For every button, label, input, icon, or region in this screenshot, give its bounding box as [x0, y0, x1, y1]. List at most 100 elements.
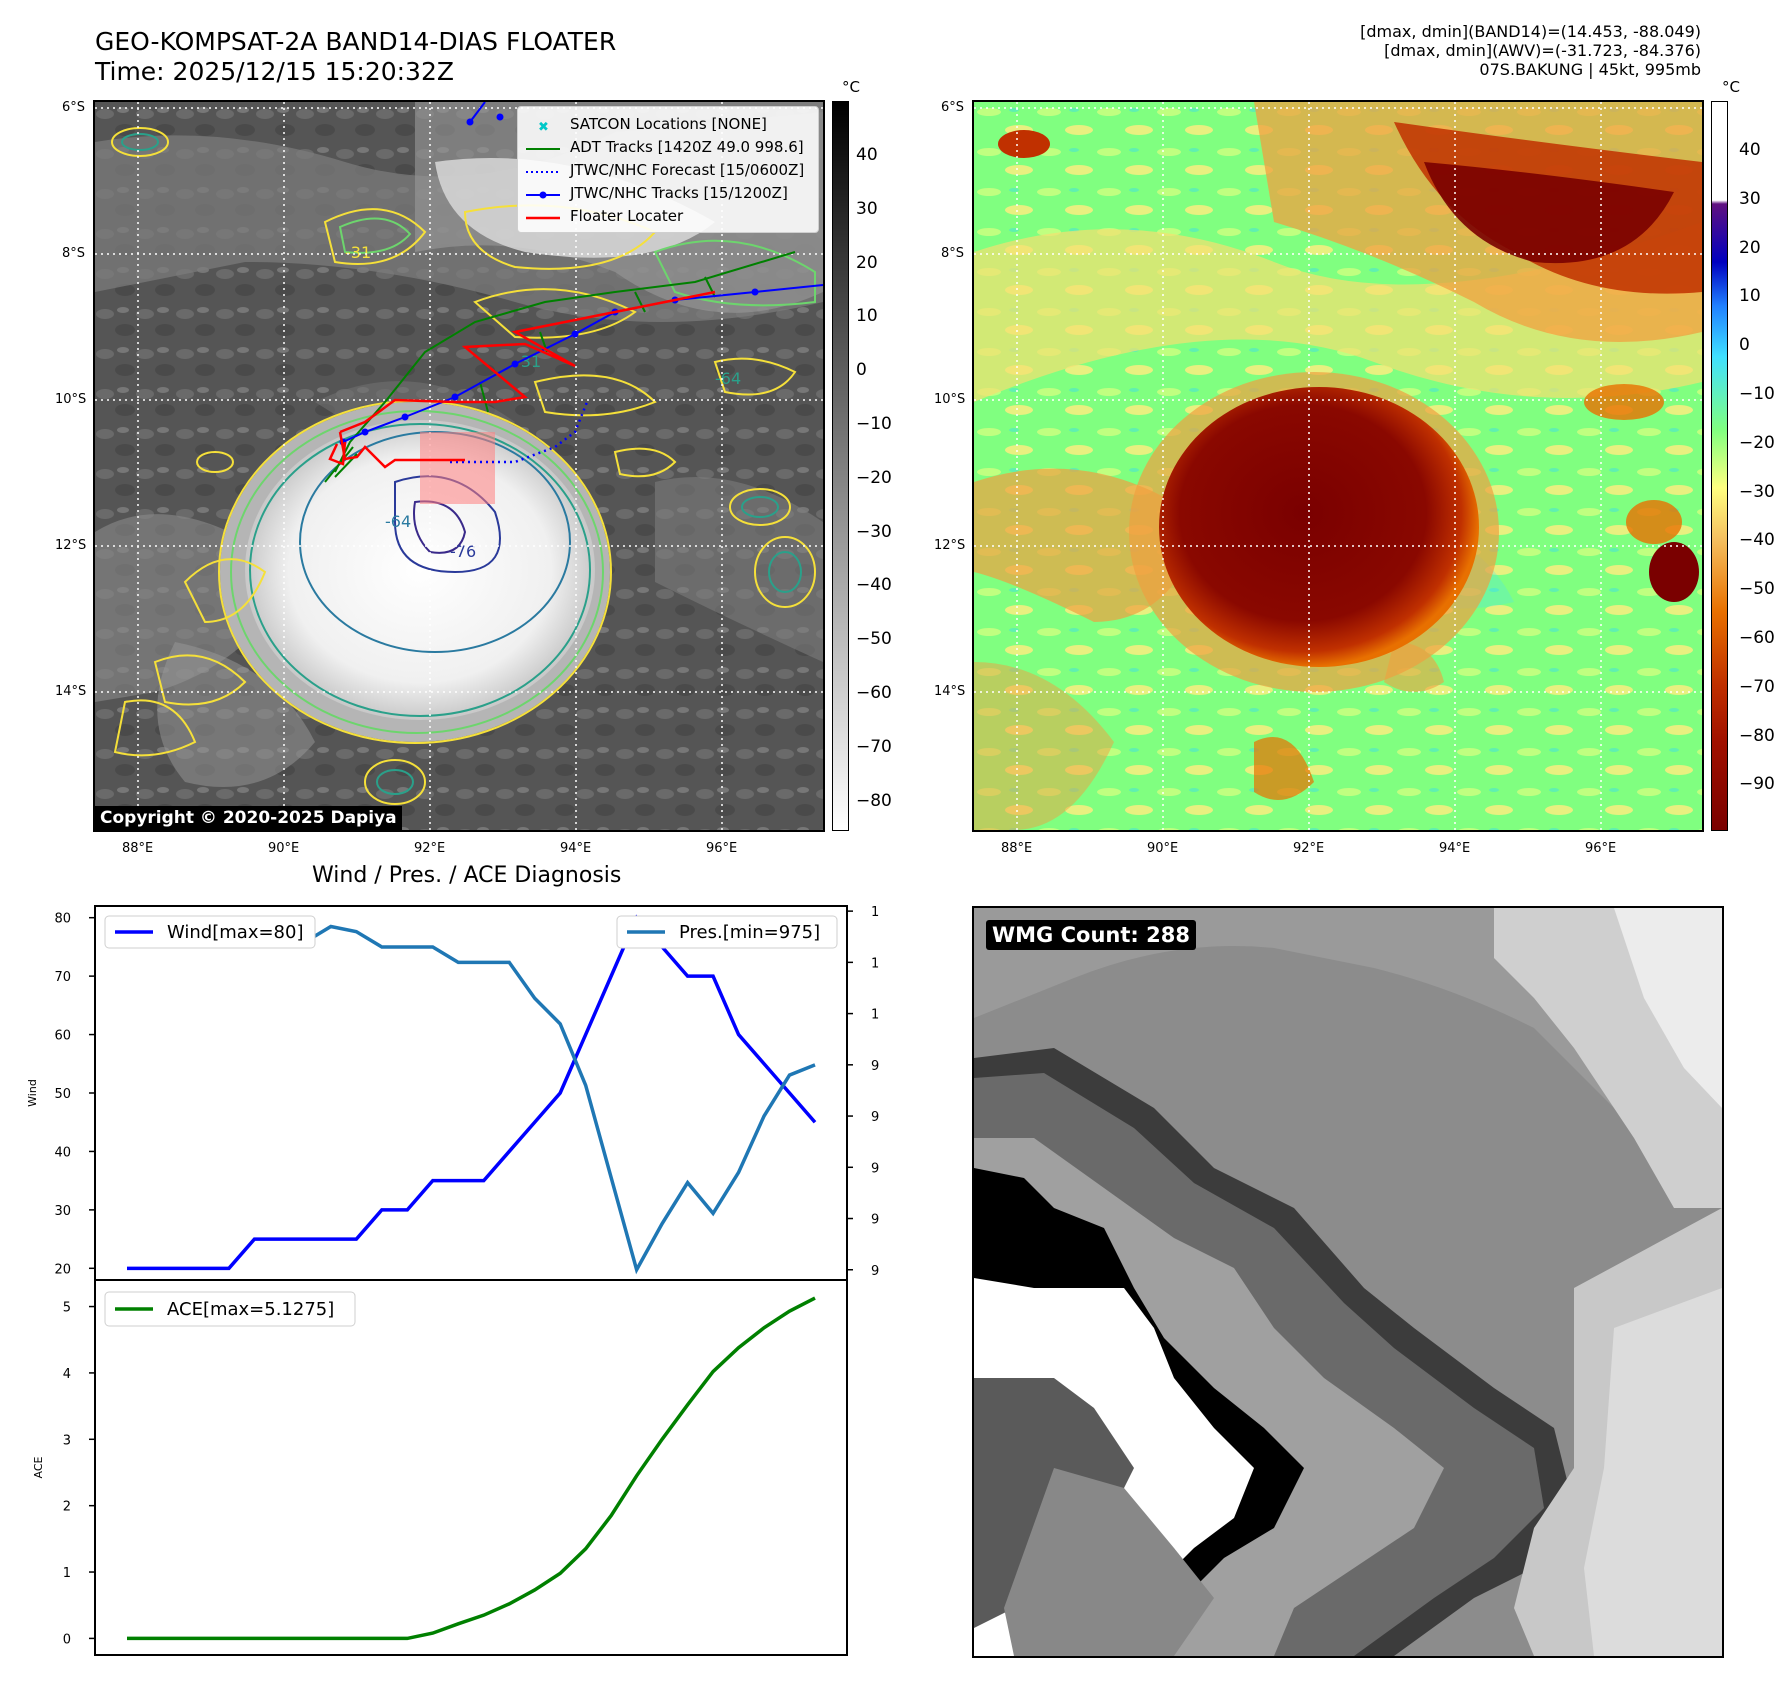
ir-legend: ✖ SATCON Locations [NONE] ADT Tracks [14… — [517, 106, 819, 233]
ace-line — [127, 1296, 816, 1641]
pressure-legend-label: Pres.[min=975] — [679, 922, 820, 943]
ir-colorbar-tick-label: −50 — [856, 629, 892, 650]
pressure-tick-label: 1000 — [871, 1008, 880, 1023]
pressure-tick-label: 985 — [871, 1161, 880, 1176]
pressure-line — [127, 924, 816, 1275]
wind-legend-box — [104, 915, 316, 949]
solid-line-icon — [526, 210, 560, 222]
ir-colorbar-tick-label: 40 — [856, 145, 878, 165]
svg-text:-31: -31 — [345, 243, 371, 262]
ir-colorbar-tick-label: 10 — [856, 306, 878, 327]
ir-colorbar-tick-label: −10 — [856, 414, 892, 434]
awv-lon-label: 90°E — [1147, 841, 1179, 856]
awv-colorbar-tick-label: −80 — [1739, 725, 1775, 746]
legend-item-satcon: ✖ SATCON Locations [NONE] — [526, 112, 810, 135]
wind-tick-label: 30 — [54, 1204, 71, 1219]
awv-lat-label: 10°S — [934, 392, 966, 407]
legend-item-floater: Floater Locater — [526, 204, 810, 227]
ir-lon-label: 90°E — [268, 841, 300, 856]
svg-text:-76: -76 — [450, 542, 476, 561]
legend-item-adt: ADT Tracks [1420Z 49.0 998.6] — [526, 135, 810, 158]
awv-colorbar-tick-label: 0 — [1739, 335, 1750, 356]
awv-lat-label: 12°S — [934, 538, 966, 553]
wind-tick-label: 50 — [54, 1087, 71, 1102]
ir-colorbar-tick-label: −70 — [856, 736, 892, 757]
ir-lat-label: 12°S — [55, 538, 87, 553]
awv-lat-label: 8°S — [941, 246, 965, 261]
wmg-panel: WMG Count: 288 — [972, 906, 1724, 1658]
pressure-tick-label: 995 — [871, 1059, 880, 1074]
awv-map-panel — [972, 100, 1704, 832]
ace-tick-label: 5 — [63, 1301, 71, 1316]
copyright-label: Copyright © 2020-2025 Dapiya — [95, 806, 402, 830]
diag-title: Wind / Pres. / ACE Diagnosis — [312, 863, 622, 888]
legend-item-jtwc-forecast: JTWC/NHC Forecast [15/0600Z] — [526, 158, 810, 181]
awv-colorbar-tick-label: −40 — [1739, 530, 1775, 551]
awv-colorbar-tick-label: −60 — [1739, 628, 1775, 648]
awv-lon-label: 92°E — [1293, 841, 1325, 856]
legend-item-jtwc-tracks: JTWC/NHC Tracks [15/1200Z] — [526, 181, 810, 204]
wind-tick-label: 80 — [54, 912, 71, 927]
awv-colorbar-tick-label: 30 — [1739, 188, 1761, 209]
pressure-tick-label: 990 — [871, 1110, 880, 1125]
ace-tick-label: 3 — [63, 1433, 71, 1448]
pressure-tick-label: 975 — [871, 1264, 880, 1279]
svg-text:-64: -64 — [385, 512, 411, 531]
ir-colorbar — [832, 101, 849, 831]
awv-colorbar-tick-label: −90 — [1739, 774, 1775, 795]
info-line-awv: [dmax, dmin](AWV)=(-31.723, -84.376) — [1384, 41, 1701, 60]
ace-legend-label: ACE[max=5.1275] — [167, 1299, 334, 1320]
info-line-band14: [dmax, dmin](BAND14)=(14.453, -88.049) — [1360, 22, 1701, 41]
awv-lat-label: 6°S — [941, 100, 965, 115]
wind-axis-label: Wind — [26, 1079, 39, 1107]
awv-map-image — [974, 102, 1702, 830]
wmg-image — [974, 908, 1722, 1656]
info-block: [dmax, dmin](BAND14)=(14.453, -88.049) [… — [1360, 22, 1701, 79]
ir-lat-label: 10°S — [55, 392, 87, 407]
awv-colorbar-tick-label: −20 — [1739, 432, 1775, 453]
ace-tick-label: 1 — [63, 1566, 71, 1581]
wmg-count-label: WMG Count: 288 — [986, 920, 1196, 950]
svg-text:-64: -64 — [715, 369, 741, 388]
ace-tick-label: 4 — [63, 1367, 71, 1382]
wind-tick-label: 60 — [54, 1029, 71, 1044]
awv-colorbar-tick-label: 10 — [1739, 286, 1761, 307]
ace-axis-label: ACE — [32, 1456, 45, 1478]
figure-time: Time: 2025/12/15 15:20:32Z — [95, 57, 454, 86]
wind-tick-label: 40 — [54, 1145, 71, 1160]
diagnosis-chart: 2030405060708097598098599099510001005101… — [26, 905, 880, 1656]
ir-lat-label: 8°S — [62, 246, 86, 261]
svg-text:-31: -31 — [515, 352, 541, 371]
ir-colorbar-tick-label: −40 — [856, 575, 892, 596]
awv-colorbar-tick-label: −30 — [1739, 481, 1775, 502]
ir-lon-label: 92°E — [414, 841, 446, 856]
ir-colorbar-tick-label: −60 — [856, 683, 892, 703]
ir-colorbar-unit: °C — [842, 78, 860, 96]
figure-title: GEO-KOMPSAT-2A BAND14-DIAS FLOATER — [95, 27, 617, 56]
ir-lon-label: 96°E — [706, 841, 738, 856]
ir-colorbar-tick-label: 30 — [856, 198, 878, 219]
info-line-storm: 07S.BAKUNG | 45kt, 995mb — [1479, 60, 1701, 79]
wind-legend-label: Wind[max=80] — [167, 922, 304, 943]
awv-colorbar — [1711, 101, 1728, 831]
awv-colorbar-tick-label: −10 — [1739, 384, 1775, 404]
awv-colorbar-tick-label: −70 — [1739, 676, 1775, 697]
ir-lon-label: 88°E — [122, 841, 154, 856]
ir-lon-label: 94°E — [560, 841, 592, 856]
svg-text:✖: ✖ — [538, 120, 549, 132]
wind-line — [127, 914, 817, 1271]
wind-tick-label: 70 — [54, 970, 71, 985]
ace-axes-frame — [94, 1279, 848, 1656]
dot-line-icon — [526, 187, 560, 199]
awv-colorbar-tick-label: 40 — [1739, 140, 1761, 160]
ir-colorbar-tick-label: 20 — [856, 252, 878, 273]
awv-colorbar-tick-label: 20 — [1739, 237, 1761, 258]
ir-colorbar-tick-label: −30 — [856, 521, 892, 542]
solid-line-icon — [526, 141, 560, 153]
ir-lat-label: 6°S — [62, 100, 86, 115]
awv-lon-label: 88°E — [1001, 841, 1033, 856]
ace-tick-label: 0 — [63, 1632, 71, 1647]
awv-lon-label: 96°E — [1585, 841, 1617, 856]
awv-colorbar-unit: °C — [1722, 78, 1740, 96]
ir-map-panel: -31 -31 -64 -64 -76 — [93, 100, 825, 832]
